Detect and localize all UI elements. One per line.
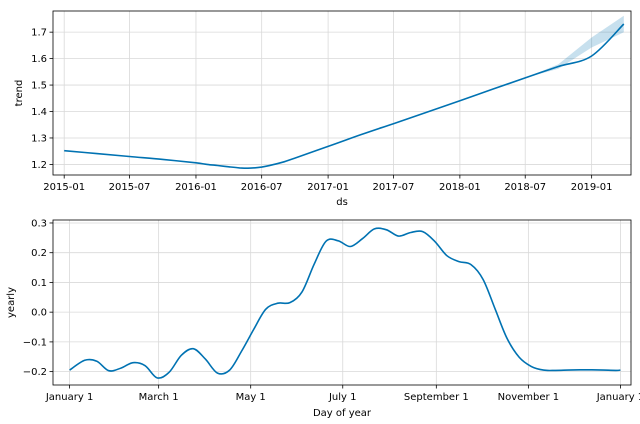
series-line <box>64 23 625 169</box>
yearly-plot-frame <box>52 219 632 386</box>
trend-plot-frame <box>52 10 632 176</box>
trend-x-axis-label: ds <box>336 197 348 208</box>
trend-panel: 2015-01 2015-07 2016-01 2016-07 2017-01 2017-… <box>14 10 632 208</box>
yearly-panel: January 1 March 1 May 1 July 1 September 1 No… <box>6 218 640 419</box>
y-tick-label: 0.1 <box>31 278 47 289</box>
y-tick-label: 1.7 <box>31 28 47 39</box>
x-tick-label: July 1 <box>328 392 357 403</box>
yearly-x-ticks: January 1 March 1 May 1 July 1 September 1 No… <box>45 385 640 403</box>
yearly-grid <box>53 220 631 385</box>
y-tick-label: 1.5 <box>31 81 47 92</box>
x-tick-label: 2016-01 <box>175 182 217 193</box>
y-tick-label: −0.1 <box>23 337 47 348</box>
x-tick-label: 2017-01 <box>307 182 349 193</box>
yearly-y-ticks: −0.2 −0.1 0.0 0.1 0.2 0.3 <box>23 218 53 378</box>
y-tick-label: −0.2 <box>23 367 47 378</box>
yearly-y-axis-label: yearly <box>6 287 17 318</box>
x-tick-label: 2018-01 <box>439 182 481 193</box>
x-tick-label: 2017-07 <box>373 182 415 193</box>
x-tick-label: November 1 <box>498 392 560 403</box>
y-tick-label: 0.2 <box>31 248 47 259</box>
x-tick-label: 2015-01 <box>43 182 85 193</box>
trend-grid <box>53 11 631 175</box>
x-tick-label: January 1 <box>596 392 640 403</box>
series-line <box>69 227 621 379</box>
y-tick-label: 1.3 <box>31 133 47 144</box>
uncertainty-area <box>525 15 624 78</box>
trend-x-ticks: 2015-01 2015-07 2016-01 2016-07 2017-01 2017-… <box>43 175 613 193</box>
x-tick-label: May 1 <box>236 392 266 403</box>
x-tick-label: 2015-07 <box>109 182 151 193</box>
y-tick-label: 1.6 <box>31 54 47 65</box>
y-tick-label: 1.2 <box>31 160 47 171</box>
y-tick-label: 1.4 <box>31 107 47 118</box>
trend-uncertainty-band <box>525 15 624 78</box>
x-tick-label: January 1 <box>45 392 93 403</box>
x-tick-label: 2018-07 <box>504 182 546 193</box>
yearly-x-axis-label: Day of year <box>313 408 372 419</box>
y-tick-label: 0.3 <box>31 218 47 229</box>
x-tick-label: September 1 <box>404 392 469 403</box>
trend-y-axis-label: trend <box>14 80 25 107</box>
yearly-line <box>69 227 621 379</box>
x-tick-label: March 1 <box>139 392 179 403</box>
y-tick-label: 0.0 <box>31 308 47 319</box>
trend-y-ticks: 1.2 1.3 1.4 1.5 1.6 1.7 <box>31 28 53 171</box>
x-tick-label: 2016-07 <box>241 182 283 193</box>
trend-line <box>64 23 625 169</box>
x-tick-label: 2019-01 <box>571 182 613 193</box>
